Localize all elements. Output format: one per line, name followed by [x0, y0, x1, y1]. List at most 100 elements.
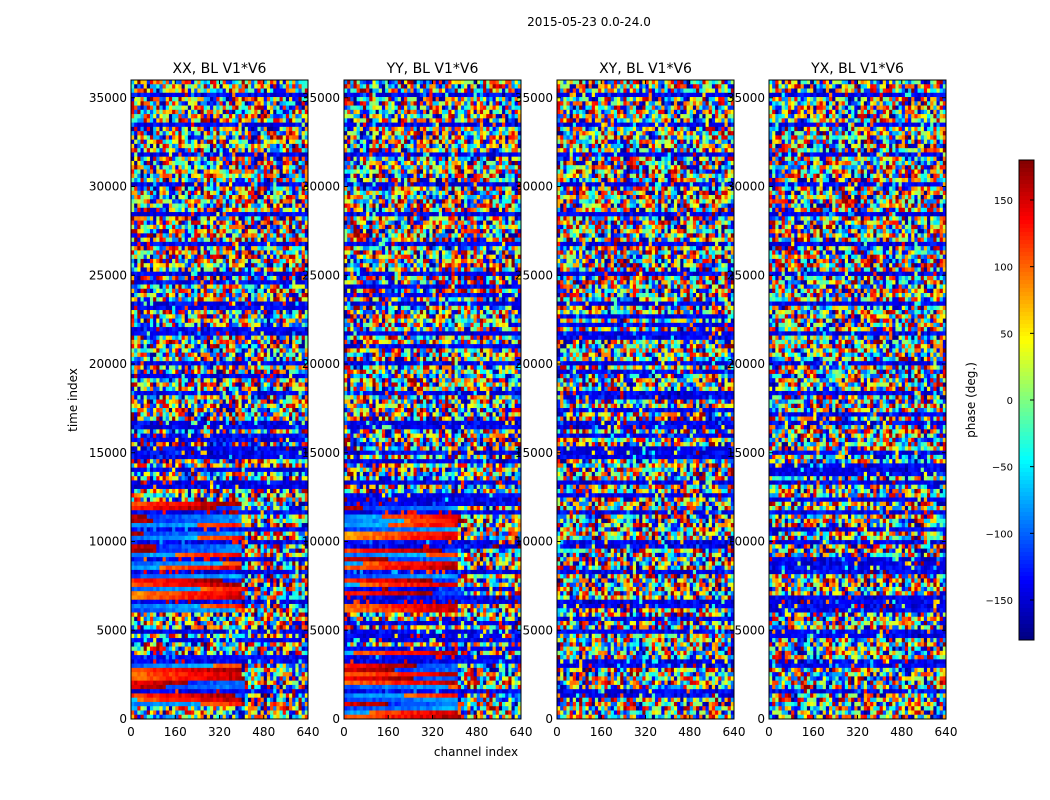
heatmap-cell	[273, 258, 277, 264]
heatmap-cell	[149, 348, 154, 354]
heatmap-cell	[140, 382, 145, 388]
heatmap-cell	[210, 335, 214, 341]
heatmap-cell	[228, 386, 233, 392]
heatmap-cell	[244, 450, 249, 456]
heatmap-cell	[238, 186, 243, 192]
heatmap-cell	[194, 156, 198, 162]
heatmap-cell	[165, 275, 170, 281]
heatmap-cell	[238, 254, 243, 260]
heatmap-cell	[247, 454, 252, 460]
heatmap-cell	[270, 229, 274, 234]
heatmap-cell	[232, 382, 236, 388]
heatmap-cell	[159, 301, 164, 307]
heatmap-cell	[181, 450, 186, 456]
heatmap-cell	[304, 331, 309, 336]
heatmap-cell	[194, 203, 198, 209]
heatmap-cell	[210, 216, 214, 221]
heatmap-cell	[197, 365, 201, 371]
heatmap-cell	[298, 420, 303, 426]
heatmap-cell	[251, 280, 255, 285]
heatmap-cell	[222, 314, 227, 319]
heatmap-cell	[260, 139, 265, 145]
heatmap-cell	[263, 92, 268, 98]
heatmap-cell	[304, 365, 309, 371]
heatmap-cell	[200, 173, 205, 179]
heatmap-cell	[203, 327, 208, 332]
heatmap-cell	[276, 331, 280, 336]
heatmap-cell	[203, 203, 208, 209]
heatmap-cell	[251, 433, 255, 439]
heatmap-cell	[292, 301, 296, 307]
heatmap-cell	[137, 139, 141, 145]
heatmap-cell	[298, 135, 303, 141]
heatmap-cell	[304, 195, 309, 200]
heatmap-cell	[140, 335, 145, 341]
heatmap-cell	[140, 369, 145, 375]
heatmap-cell	[254, 97, 258, 102]
heatmap-cell	[131, 284, 135, 290]
heatmap-cell	[222, 412, 227, 417]
heatmap-cell	[194, 182, 198, 187]
heatmap-cell	[134, 280, 138, 285]
heatmap-cell	[298, 429, 303, 434]
heatmap-cell	[149, 395, 154, 400]
heatmap-cell	[292, 114, 296, 119]
heatmap-cell	[187, 152, 192, 158]
heatmap-cell	[251, 293, 255, 298]
heatmap-cell	[298, 399, 303, 405]
heatmap-cell	[238, 105, 243, 111]
heatmap-cell	[282, 344, 287, 349]
heatmap-cell	[228, 122, 233, 128]
heatmap-cell	[143, 220, 148, 226]
heatmap-cell	[191, 280, 195, 285]
heatmap-cell	[289, 442, 293, 447]
heatmap-cell	[206, 267, 211, 273]
heatmap-cell	[200, 246, 205, 251]
heatmap-cell	[251, 203, 255, 209]
heatmap-cell	[285, 97, 290, 102]
heatmap-cell	[216, 297, 220, 302]
heatmap-cell	[175, 386, 179, 392]
heatmap-cell	[232, 352, 236, 358]
heatmap-cell	[191, 190, 195, 196]
heatmap-cell	[304, 88, 309, 94]
heatmap-cell	[266, 339, 271, 345]
heatmap-cell	[200, 437, 205, 443]
heatmap-cell	[184, 169, 189, 175]
heatmap-cell	[143, 105, 148, 111]
heatmap-cell	[289, 190, 293, 196]
heatmap-cell	[285, 199, 290, 204]
heatmap-cell	[235, 118, 239, 123]
heatmap-cell	[273, 322, 277, 328]
heatmap-cell	[298, 348, 303, 354]
heatmap-cell	[263, 109, 268, 115]
heatmap-cell	[216, 131, 220, 136]
heatmap-cell	[197, 139, 201, 145]
heatmap-cell	[273, 165, 277, 170]
heatmap-cell	[149, 101, 154, 106]
heatmap-cell	[134, 160, 138, 166]
heatmap-cell	[162, 271, 167, 277]
heatmap-cell	[279, 237, 284, 243]
heatmap-cell	[143, 412, 148, 417]
heatmap-cell	[282, 92, 287, 98]
heatmap-cell	[222, 169, 227, 175]
heatmap-cell	[162, 450, 167, 456]
heatmap-cell	[216, 148, 220, 153]
heatmap-cell	[153, 182, 157, 187]
heatmap-cell	[263, 271, 268, 277]
heatmap-cell	[232, 88, 236, 94]
heatmap-cell	[232, 203, 236, 209]
heatmap-cell	[162, 126, 167, 132]
heatmap-cell	[285, 177, 290, 183]
heatmap-cell	[279, 386, 284, 392]
heatmap-cell	[134, 143, 138, 149]
heatmap-cell	[263, 212, 268, 217]
heatmap-cell	[232, 101, 236, 106]
heatmap-cell	[149, 390, 154, 396]
heatmap-cell	[254, 280, 258, 285]
heatmap-cell	[206, 165, 211, 170]
heatmap-cell	[213, 301, 217, 307]
heatmap-cell	[304, 420, 309, 426]
heatmap-cell	[241, 160, 246, 166]
